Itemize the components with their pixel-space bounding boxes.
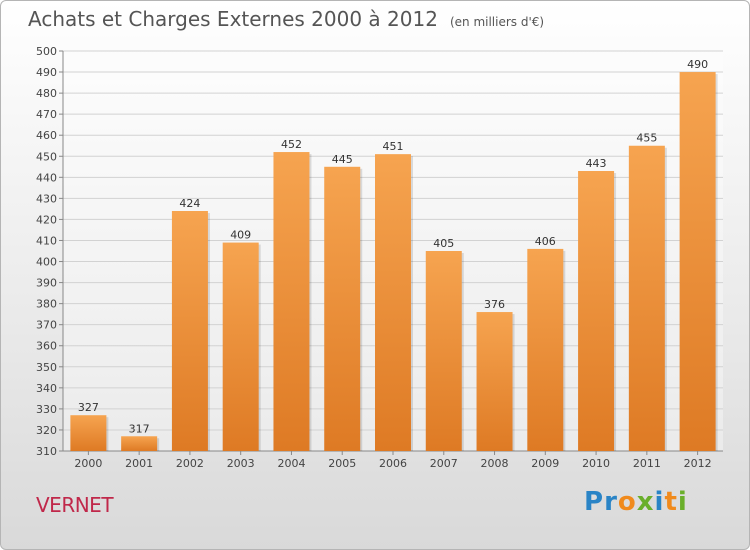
y-tick-label: 330: [36, 403, 57, 416]
bar: [324, 166, 361, 451]
data-label: 327: [78, 401, 99, 414]
data-label: 317: [129, 422, 150, 435]
bar: [70, 415, 107, 451]
logo-letter: P: [584, 487, 605, 517]
y-tick-label: 340: [36, 382, 57, 395]
y-tick-label: 320: [36, 424, 57, 437]
data-label: 445: [332, 153, 353, 166]
logo-letter: o: [617, 487, 637, 517]
logo-letter: r: [604, 487, 618, 517]
y-tick-label: 430: [36, 192, 57, 205]
x-tick-label: 2001: [125, 457, 153, 470]
x-tick-label: 2005: [328, 457, 356, 470]
bar: [121, 436, 158, 451]
chart-title: Achats et Charges Externes 2000 à 2012 (e…: [28, 7, 544, 31]
x-tick-label: 2008: [481, 457, 509, 470]
data-label: 451: [383, 140, 404, 153]
x-tick-label: 2009: [531, 457, 559, 470]
x-tick-label: 2004: [277, 457, 305, 470]
y-tick-label: 350: [36, 361, 57, 374]
place-name: VERNET: [36, 493, 114, 517]
x-tick-label: 2010: [582, 457, 610, 470]
bar: [222, 242, 259, 451]
bar: [273, 152, 310, 452]
bar: [628, 145, 665, 451]
y-tick-label: 470: [36, 108, 57, 121]
logo-letter: i: [654, 487, 665, 517]
y-tick-label: 460: [36, 129, 57, 142]
data-label: 443: [586, 157, 607, 170]
data-label: 452: [281, 138, 302, 151]
x-tick-label: 2006: [379, 457, 407, 470]
x-tick-label: 2003: [227, 457, 255, 470]
y-tick-label: 410: [36, 234, 57, 247]
y-tick-label: 360: [36, 340, 57, 353]
y-tick-label: 450: [36, 150, 57, 163]
data-label: 490: [687, 58, 708, 71]
chart-subtitle: (en milliers d'€): [449, 15, 545, 29]
logo-letter: t: [664, 487, 678, 517]
y-tick-label: 480: [36, 87, 57, 100]
y-tick-label: 390: [36, 277, 57, 290]
data-label: 376: [484, 298, 505, 311]
logo-letter: i: [677, 487, 688, 517]
y-tick-label: 370: [36, 319, 57, 332]
logo-letter: x: [636, 487, 655, 517]
data-label: 424: [179, 197, 200, 210]
data-label: 409: [230, 229, 251, 242]
y-tick-label: 420: [36, 213, 57, 226]
bar: [171, 211, 208, 451]
data-label: 405: [433, 237, 454, 250]
y-tick-label: 490: [36, 66, 57, 79]
x-tick-label: 2012: [684, 457, 712, 470]
data-label: 406: [535, 235, 556, 248]
bar: [425, 251, 462, 451]
bar: [527, 248, 564, 451]
y-tick-label: 380: [36, 298, 57, 311]
data-label: 455: [636, 132, 657, 145]
bar: [375, 154, 411, 451]
proxiti-logo: Proxiti: [584, 487, 688, 517]
title-text: Achats et Charges Externes 2000 à 2012: [28, 7, 438, 31]
x-tick-label: 2011: [633, 457, 661, 470]
bar: [476, 312, 513, 451]
x-tick-label: 2002: [176, 457, 204, 470]
y-tick-label: 400: [36, 256, 57, 269]
y-tick-label: 500: [36, 45, 57, 58]
y-tick-label: 310: [36, 445, 57, 458]
y-tick-label: 440: [36, 171, 57, 184]
bar: [679, 72, 716, 451]
x-tick-label: 2007: [430, 457, 458, 470]
x-tick-label: 2000: [74, 457, 102, 470]
bar: [578, 171, 615, 451]
